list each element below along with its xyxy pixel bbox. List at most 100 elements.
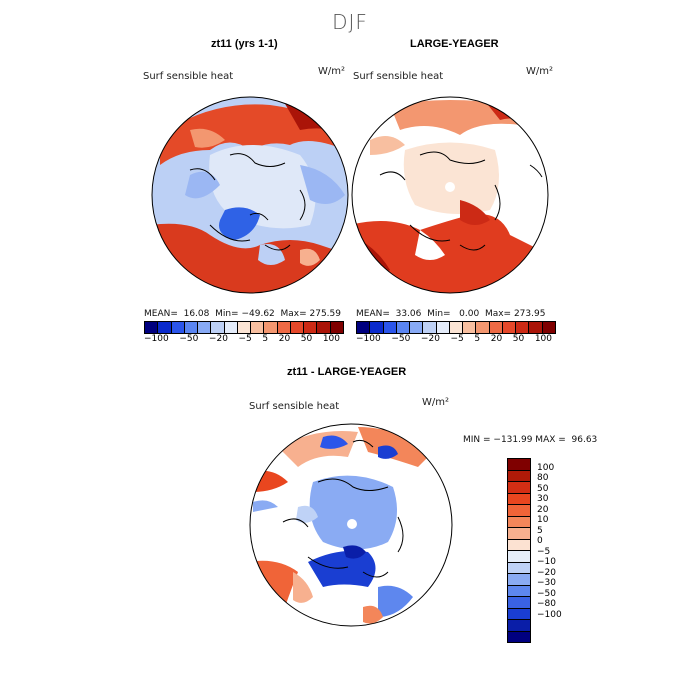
- colorbar-tick-label: −5: [238, 334, 252, 344]
- colorbar-tick-label: −50: [179, 334, 199, 344]
- colorbar-swatch: [508, 505, 530, 517]
- colorbar-swatch: [476, 322, 490, 333]
- panel-2-colorbar: −100 −50 −20 −5 5 20 50 100: [356, 321, 556, 344]
- colorbar-level-label: 80: [537, 473, 549, 483]
- colorbar-swatch: [508, 551, 530, 563]
- colorbar-swatch: [224, 322, 238, 333]
- colorbar-level-label: 20: [537, 504, 549, 515]
- colorbar-level-label: 50: [537, 483, 549, 494]
- panel-1-field-label: Surf sensible heat: [143, 71, 234, 82]
- colorbar-tick-label: 50: [300, 334, 313, 344]
- colorbar-level-label: −50: [537, 588, 556, 599]
- colorbar-tick-label: 5: [474, 334, 481, 344]
- panel-2-map: [351, 96, 549, 294]
- colorbar-swatch: [317, 322, 331, 333]
- colorbar-swatch: [508, 539, 530, 551]
- colorbar-swatch: [508, 574, 530, 586]
- colorbar-swatch: [251, 322, 265, 333]
- panel-2-colorbar-ticks: −100 −50 −20 −5 5 20 50 100: [356, 334, 556, 344]
- panel-3-map: [249, 423, 453, 627]
- colorbar-level-label: −80: [537, 599, 556, 609]
- panel-2-stats: MEAN= 33.06 Min= 0.00 Max= 273.95: [356, 309, 546, 319]
- panel-1-unit: W/m²: [318, 66, 346, 77]
- colorbar-tick-label: 20: [490, 334, 503, 344]
- colorbar-tick-label: −100: [356, 334, 381, 344]
- colorbar-tick-label: −5: [450, 334, 464, 344]
- colorbar-swatch: [198, 322, 212, 333]
- colorbar-swatch: [330, 322, 343, 333]
- colorbar-swatch: [508, 459, 530, 471]
- colorbar-swatch: [508, 482, 530, 494]
- panel-3-colorbar-labels: 100 80 50 30 20 10 5 0 −5 −10 −20 −30 −50 −80 −100: [537, 458, 562, 643]
- colorbar-swatch: [211, 322, 225, 333]
- figure-title: DJF: [332, 10, 368, 34]
- colorbar-swatch: [508, 608, 530, 620]
- panel-1-stats: MEAN= 16.08 Min= −49.62 Max= 275.59: [144, 309, 341, 319]
- colorbar-swatch: [516, 322, 530, 333]
- colorbar-swatch: [508, 528, 530, 540]
- colorbar-swatch: [542, 322, 555, 333]
- colorbar-swatch: [264, 322, 278, 333]
- colorbar-swatch: [237, 322, 252, 333]
- colorbar-swatch: [410, 322, 424, 333]
- colorbar-swatch: [370, 322, 384, 333]
- colorbar-tick-label: 50: [512, 334, 525, 344]
- colorbar-level-label: −5: [537, 546, 551, 557]
- colorbar-level-label: 0: [537, 536, 543, 546]
- colorbar-tick-label: 20: [278, 334, 291, 344]
- panel-2-title: LARGE-YEAGER: [410, 38, 499, 50]
- panel-1-map: [151, 96, 349, 294]
- colorbar-swatch: [184, 322, 199, 333]
- colorbar-level-label: −10: [537, 557, 556, 567]
- colorbar-tick-label: −20: [208, 334, 228, 344]
- colorbar-swatch: [277, 322, 291, 333]
- colorbar-swatch: [529, 322, 543, 333]
- colorbar-swatch: [508, 585, 530, 597]
- panel-2-field-label: Surf sensible heat: [353, 71, 444, 82]
- colorbar-swatch: [423, 322, 437, 333]
- colorbar-tick-label: −20: [420, 334, 440, 344]
- colorbar-level-label: 10: [537, 515, 549, 525]
- panel-1-title: zt11 (yrs 1-1): [211, 38, 278, 50]
- colorbar-swatch: [508, 631, 530, 642]
- colorbar-level-label: −20: [537, 567, 556, 578]
- colorbar-level-label: 30: [537, 494, 549, 504]
- colorbar-swatch: [396, 322, 411, 333]
- panel-3-colorbar-swatches: [507, 458, 531, 643]
- colorbar-tick-label: 100: [322, 334, 340, 344]
- colorbar-tick-label: −50: [391, 334, 411, 344]
- colorbar-swatch: [158, 322, 172, 333]
- colorbar-swatch: [171, 322, 185, 333]
- colorbar-swatch: [145, 322, 159, 333]
- panel-2-unit: W/m²: [526, 66, 554, 77]
- colorbar-swatch: [290, 322, 305, 333]
- panel-3-title: zt11 - LARGE-YEAGER: [287, 366, 407, 378]
- colorbar-swatch: [508, 620, 530, 632]
- colorbar-level-label: 100: [537, 462, 555, 473]
- colorbar-swatch: [489, 322, 503, 333]
- panel-3-field-label: Surf sensible heat: [249, 401, 340, 412]
- colorbar-swatch: [357, 322, 371, 333]
- colorbar-swatch: [383, 322, 397, 333]
- colorbar-swatch: [304, 322, 318, 333]
- panel-1-colorbar-swatches: [144, 321, 344, 334]
- panel-3-colorbar: 100 80 50 30 20 10 5 0 −5 −10 −20 −30 −50 −80 −100: [507, 458, 562, 643]
- colorbar-swatch: [508, 470, 530, 482]
- colorbar-tick-label: 100: [534, 334, 552, 344]
- panel-1-colorbar: −100 −50 −20 −5 5 20 50 100: [144, 321, 344, 344]
- colorbar-swatch: [436, 322, 450, 333]
- colorbar-swatch: [463, 322, 477, 333]
- colorbar-swatch: [508, 597, 530, 609]
- panel-1-colorbar-ticks: −100 −50 −20 −5 5 20 50 100: [144, 334, 344, 344]
- colorbar-swatch: [508, 516, 530, 528]
- colorbar-level-label: −30: [537, 578, 556, 588]
- panel-3-stats: MIN = −131.99 MAX = 96.63: [463, 435, 598, 445]
- colorbar-swatch: [508, 562, 530, 574]
- colorbar-tick-label: 5: [262, 334, 269, 344]
- panel-3-unit: W/m²: [422, 397, 450, 408]
- colorbar-level-label: 5: [537, 525, 543, 536]
- colorbar-swatch: [502, 322, 517, 333]
- colorbar-level-label: −100: [537, 609, 562, 620]
- colorbar-tick-label: −100: [144, 334, 169, 344]
- panel-2-colorbar-swatches: [356, 321, 556, 334]
